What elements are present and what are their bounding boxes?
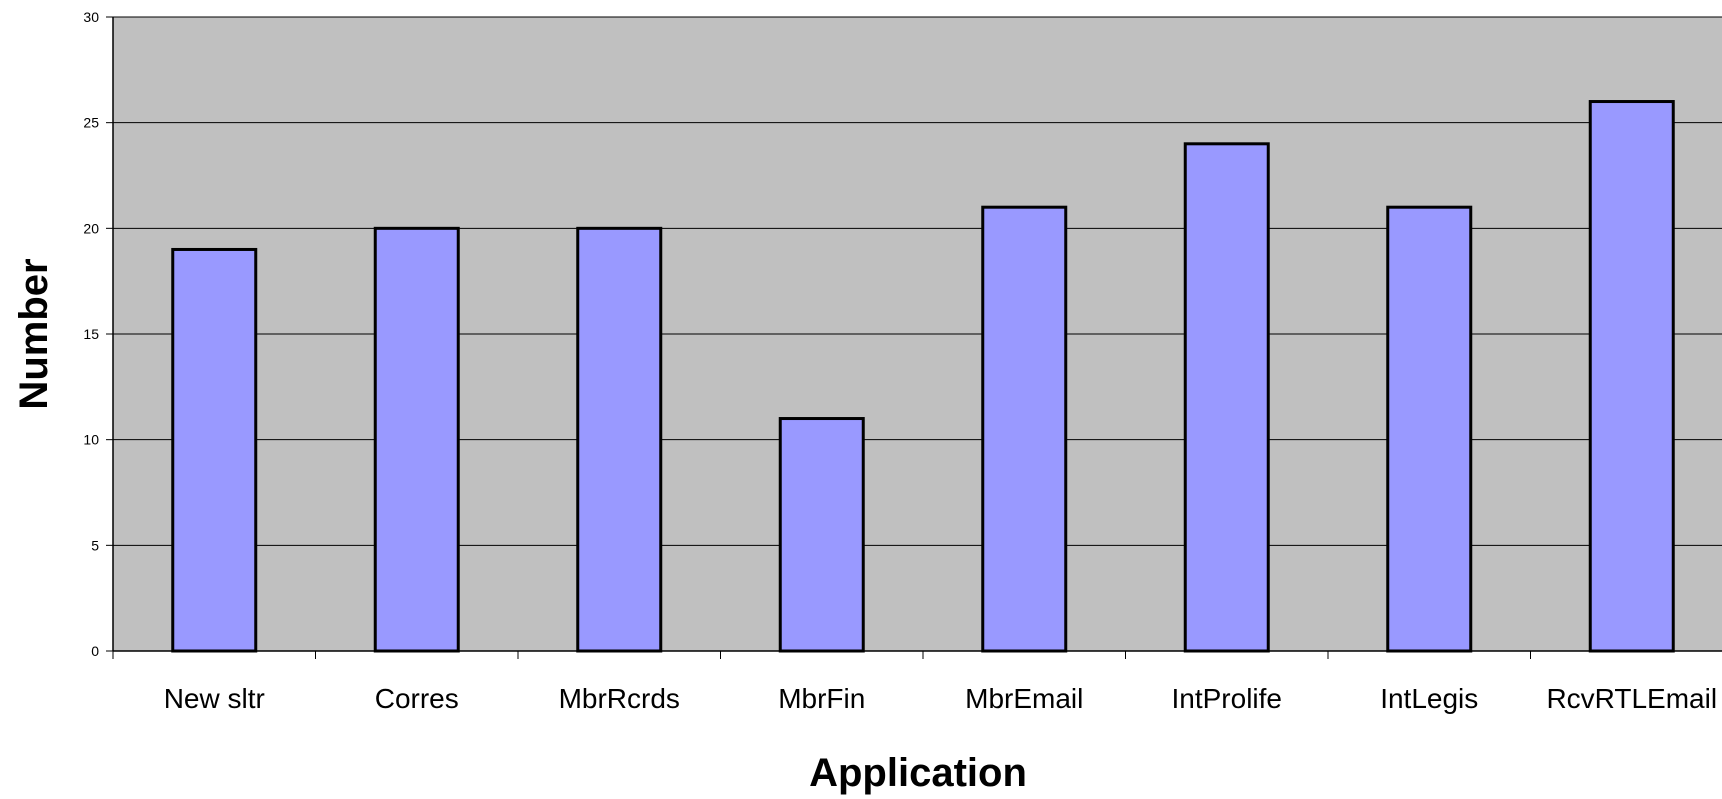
bars (171, 100, 1675, 653)
y-tick-label: 0 (91, 643, 99, 659)
bar (171, 247, 258, 653)
bar (373, 226, 460, 653)
bar (778, 417, 865, 653)
y-tick-label: 5 (91, 537, 99, 553)
x-tick-label: IntProlife (1172, 683, 1283, 714)
x-tick-label: IntLegis (1380, 683, 1478, 714)
y-axis: 0 5 10 15 20 25 30 (83, 9, 114, 659)
bar (1386, 205, 1473, 653)
x-tick-label: Corres (375, 683, 459, 714)
y-axis-title: Number (12, 258, 56, 409)
x-axis-title: Application (809, 751, 1027, 795)
y-tick-label: 10 (83, 432, 99, 448)
bar (576, 226, 663, 653)
bar (1183, 142, 1270, 653)
bar (1588, 100, 1675, 653)
y-tick-label: 30 (83, 9, 99, 25)
x-axis: New sltr Corres MbrRcrds MbrFin MbrEmail IntP… (112, 650, 1722, 714)
x-tick-label: RcvRTLEmail (1546, 683, 1717, 714)
y-tick-label: 25 (83, 115, 99, 131)
y-tick-label: 20 (83, 220, 99, 236)
x-tick-label: MbrRcrds (559, 683, 680, 714)
x-tick-label: New sltr (164, 683, 265, 714)
y-tick-label: 15 (83, 326, 99, 342)
bar (981, 205, 1068, 653)
x-tick-label: MbrEmail (965, 683, 1083, 714)
x-tick-label: MbrFin (778, 683, 865, 714)
